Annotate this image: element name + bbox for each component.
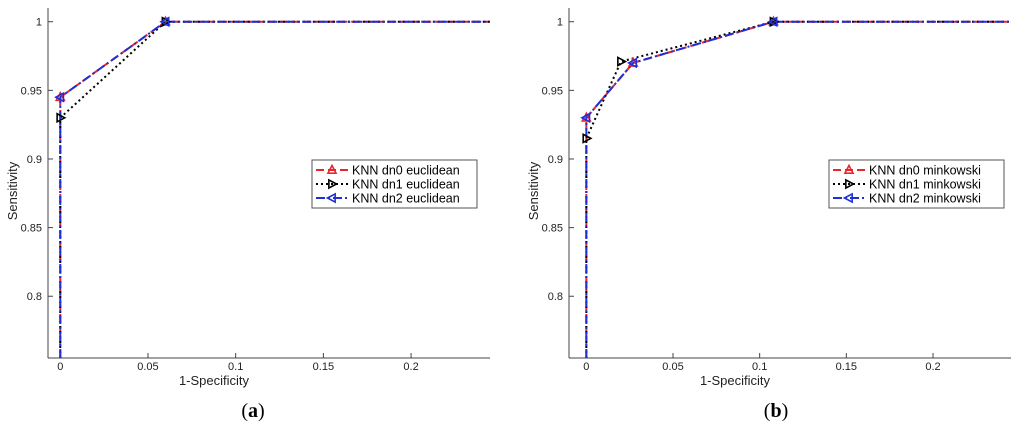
chart-a-x-tick-label: 0.15 [313,361,334,373]
chart-b-series-line-1 [585,20,1011,358]
chart-b-series-line-2 [585,20,1011,358]
chart-a-legend-box [311,159,478,209]
chart-b-series-point-1 [582,133,593,144]
chart-a-y-tick-label: 0.8 [27,291,42,303]
chart-b-plot-area [585,20,1011,358]
chart-b-legend-marker-0 [843,163,855,174]
chart-b-legend-marker-2 [842,192,853,204]
chart-a-legend-marker-0 [326,163,338,174]
chart-a-x-tick-label: 0 [57,361,63,373]
chart-a-series-point-2 [54,91,65,103]
chart-a-series-point-2 [159,16,170,28]
chart-a-legend-marker-1 [328,178,339,190]
chart-a-x-tick-label: 0.2 [403,361,418,373]
chart-b-y-axis-label: Sensitivity [526,161,541,220]
chart-b-legend-marker-1 [845,178,856,190]
chart-b-y-tick-label: 1 [557,17,563,29]
chart-a-series-point-1 [56,112,67,124]
chart-b-series-point-2 [580,112,591,124]
chart-b-y-tick-label: 0.9 [548,154,563,166]
chart-a-x-axis-label: 1-Specificity [179,373,250,388]
chart-b-legend-label-0: KNN dn0 minkowski [869,164,981,178]
chart-a-y-tick-label: 0.95 [21,85,42,97]
chart-b-series-point-1 [617,56,628,67]
chart-a-x-tick-label: 0.05 [137,361,158,373]
chart-a-y-tick-label: 0.9 [27,154,42,166]
chart-b-x-tick-label: 0.1 [752,361,767,373]
chart-b-y-tick-label: 0.85 [542,223,563,235]
chart-b-x-tick-label: 0 [583,361,589,373]
chart-b-x-tick-label: 0.05 [662,361,683,373]
chart-a-legend-label-2: KNN dn2 euclidean [352,192,460,206]
chart-a-plot-area [59,20,490,358]
chart-a-legend-label-1: KNN dn1 euclidean [352,178,460,192]
chart-a-series-line-2 [59,20,490,358]
chart-a-y-tick-label: 1 [36,17,42,29]
chart-b-series-point-2 [767,16,778,28]
chart-a-caption: (a) [241,400,264,422]
chart-b-x-tick-label: 0.2 [925,361,940,373]
chart-b-y-tick-label: 0.8 [548,291,563,303]
chart-a-y-axis-label: Sensitivity [5,161,20,220]
chart-a-legend-label-0: KNN dn0 euclidean [352,164,460,178]
chart-b-series-point-2 [626,57,638,69]
chart-b-x-tick-label: 0.15 [836,361,857,373]
chart-b-legend-label-2: KNN dn2 minkowski [869,192,981,206]
chart-b-legend-label-1: KNN dn1 minkowski [869,178,981,192]
chart-b-caption: (b) [764,400,788,422]
chart-a-x-tick-label: 0.1 [228,361,243,373]
chart-b-x-axis-label: 1-Specificity [700,373,771,388]
chart-a: 0 0.05 0.1 0.15 0.2 0.8 0.85 0.9 0.95 1 1-Specific… [5,8,490,422]
chart-a-y-tick-label: 0.85 [21,223,42,235]
chart-b-y-tick-label: 0.95 [542,85,563,97]
chart-b: 0 0.05 0.1 0.15 0.2 0.8 0.85 0.9 0.95 1 1-Specific… [526,8,1011,422]
chart-a-legend-marker-2 [325,192,336,204]
